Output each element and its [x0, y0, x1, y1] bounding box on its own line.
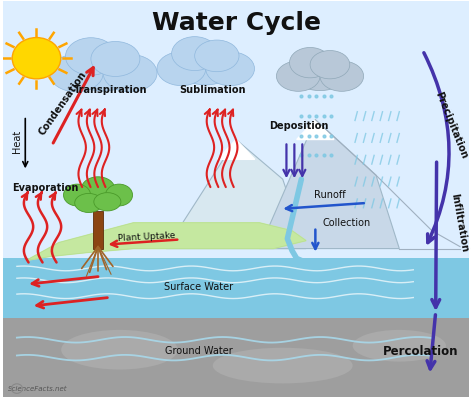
- Text: Sublimation: Sublimation: [180, 85, 246, 95]
- Text: Precipitation: Precipitation: [434, 91, 470, 160]
- Text: Evaporation: Evaporation: [12, 183, 78, 193]
- Ellipse shape: [213, 348, 353, 383]
- Polygon shape: [259, 120, 399, 249]
- Ellipse shape: [106, 184, 133, 206]
- Ellipse shape: [310, 51, 350, 79]
- Ellipse shape: [69, 45, 137, 91]
- Ellipse shape: [175, 43, 237, 85]
- Text: Deposition: Deposition: [269, 121, 329, 131]
- Ellipse shape: [157, 52, 206, 86]
- Text: Ground Water: Ground Water: [165, 345, 233, 355]
- Text: ScienceFacts.net: ScienceFacts.net: [8, 386, 68, 392]
- Text: Transpiration: Transpiration: [73, 85, 147, 95]
- Ellipse shape: [276, 61, 320, 91]
- Ellipse shape: [81, 177, 115, 201]
- Polygon shape: [218, 140, 255, 159]
- Ellipse shape: [172, 37, 218, 70]
- Text: Surface Water: Surface Water: [164, 282, 233, 292]
- Ellipse shape: [49, 55, 103, 92]
- Polygon shape: [166, 140, 306, 249]
- Ellipse shape: [103, 55, 157, 92]
- Ellipse shape: [320, 61, 364, 91]
- Text: Collection: Collection: [322, 218, 371, 228]
- Ellipse shape: [65, 38, 117, 75]
- Text: Runoff: Runoff: [313, 190, 345, 200]
- Ellipse shape: [61, 330, 178, 369]
- Bar: [3, 1, 469, 266]
- Ellipse shape: [91, 41, 140, 76]
- Ellipse shape: [290, 47, 331, 78]
- Polygon shape: [26, 223, 306, 260]
- Ellipse shape: [75, 193, 103, 213]
- Bar: [93, 211, 103, 249]
- Ellipse shape: [64, 184, 91, 206]
- Text: Heat: Heat: [12, 130, 22, 153]
- Text: Infiltration: Infiltration: [449, 193, 469, 253]
- Bar: [3, 318, 469, 397]
- Text: Water Cycle: Water Cycle: [152, 11, 320, 35]
- Polygon shape: [297, 120, 334, 140]
- Ellipse shape: [353, 330, 446, 362]
- Text: Plant Uptake: Plant Uptake: [118, 232, 175, 244]
- Ellipse shape: [195, 40, 239, 72]
- Ellipse shape: [94, 193, 121, 211]
- Ellipse shape: [292, 54, 348, 91]
- Ellipse shape: [206, 52, 255, 86]
- Bar: [3, 258, 469, 318]
- Text: Condensation: Condensation: [37, 70, 88, 138]
- Text: Percolation: Percolation: [383, 345, 458, 358]
- Circle shape: [12, 37, 61, 79]
